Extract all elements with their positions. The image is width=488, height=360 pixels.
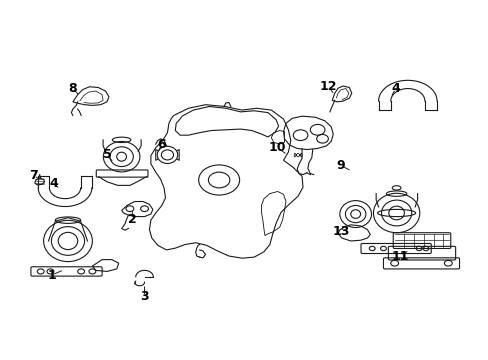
Text: 5: 5 (102, 148, 111, 161)
Text: 10: 10 (268, 141, 286, 154)
Text: 12: 12 (319, 80, 336, 93)
Text: 8: 8 (68, 82, 77, 95)
Text: 4: 4 (49, 177, 58, 190)
Text: 3: 3 (140, 290, 148, 303)
Text: 11: 11 (391, 249, 408, 262)
Text: 4: 4 (390, 82, 399, 95)
Text: 2: 2 (128, 213, 137, 226)
Text: 13: 13 (332, 225, 349, 238)
Text: 7: 7 (29, 169, 38, 182)
Text: 6: 6 (157, 138, 165, 150)
Text: 1: 1 (47, 269, 56, 282)
Text: 9: 9 (336, 159, 345, 172)
